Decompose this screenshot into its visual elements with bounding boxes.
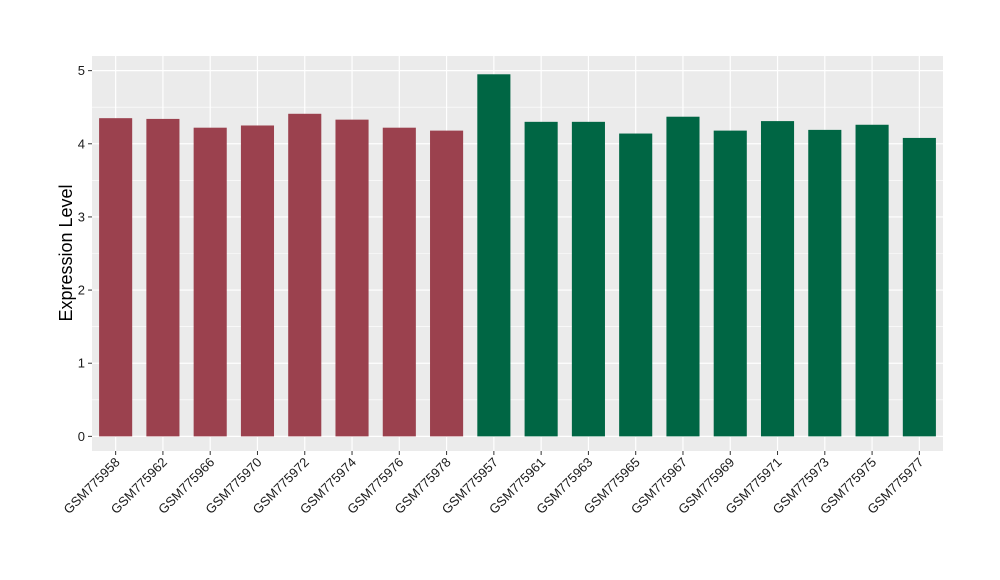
bar-GSM775970 [240, 125, 275, 437]
y-tick-label: 1 [78, 356, 85, 371]
bar-GSM775976 [382, 127, 416, 437]
bar-GSM775957 [477, 74, 511, 437]
bar-GSM775962 [146, 118, 180, 437]
bar-GSM775974 [335, 119, 369, 437]
bar-GSM775966 [193, 127, 227, 437]
bar-GSM775969 [713, 130, 747, 437]
bar-GSM775967 [666, 116, 700, 437]
bar-GSM775972 [288, 113, 322, 437]
bar-GSM775961 [524, 121, 558, 437]
bar-GSM775958 [99, 118, 133, 437]
y-axis-title: Expression Level [56, 184, 76, 321]
y-tick-label: 5 [78, 63, 85, 78]
bar-GSM775973 [808, 129, 842, 437]
bar-GSM775975 [855, 124, 889, 437]
bar-GSM775971 [760, 121, 795, 437]
bar-GSM775965 [619, 133, 653, 437]
bar-GSM775977 [902, 137, 936, 437]
y-tick-label: 3 [78, 209, 85, 224]
y-tick-label: 4 [78, 136, 85, 151]
bars [99, 74, 936, 437]
y-tick-label: 0 [78, 429, 85, 444]
bar-GSM775978 [430, 130, 464, 437]
y-tick-label: 2 [78, 283, 85, 298]
bar-GSM775963 [571, 121, 605, 437]
